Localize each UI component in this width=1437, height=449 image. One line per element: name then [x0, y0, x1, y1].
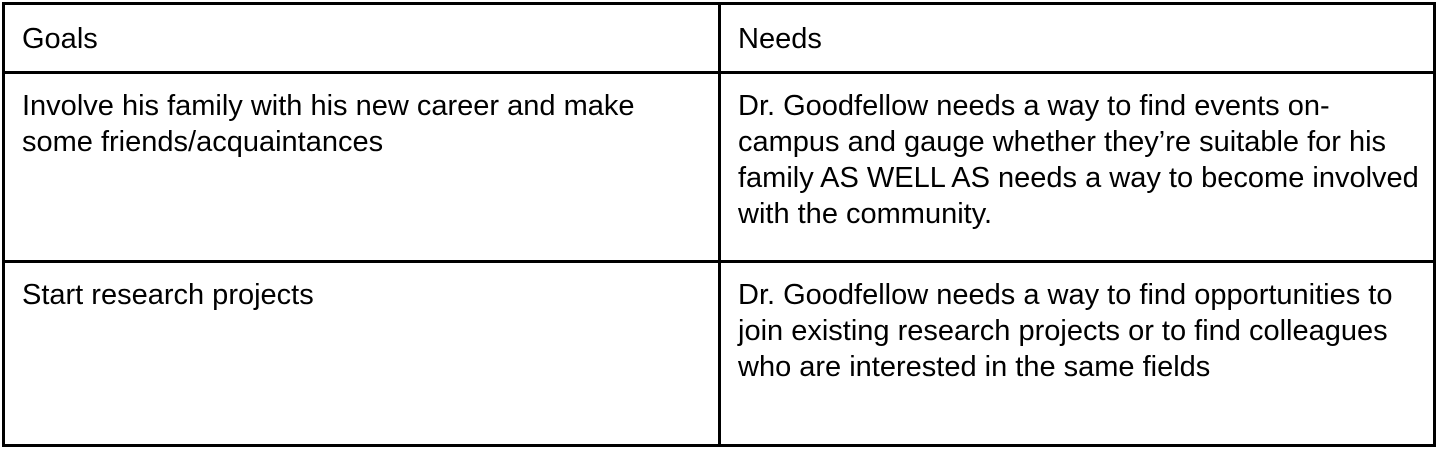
header-needs-label: Needs [738, 23, 822, 55]
goal-cell: Involve his family with his new career a… [2, 71, 721, 263]
need-cell: Dr. Goodfellow needs a way to find oppor… [718, 260, 1436, 447]
need-cell: Dr. Goodfellow needs a way to find event… [718, 71, 1436, 263]
header-cell-goals: Goals [2, 2, 721, 74]
header-goals-label: Goals [22, 23, 98, 55]
need-text: Dr. Goodfellow needs a way to find oppor… [738, 279, 1393, 383]
table-row: Start research projects Dr. Goodfellow n… [2, 260, 1436, 447]
table-row: Involve his family with his new career a… [2, 71, 1436, 263]
need-text: Dr. Goodfellow needs a way to find event… [738, 90, 1419, 230]
goal-cell: Start research projects [2, 260, 721, 447]
goal-text: Involve his family with his new career a… [22, 90, 635, 158]
goal-text: Start research projects [22, 279, 314, 311]
header-cell-needs: Needs [718, 2, 1436, 74]
header-row: Goals Needs [2, 2, 1436, 74]
